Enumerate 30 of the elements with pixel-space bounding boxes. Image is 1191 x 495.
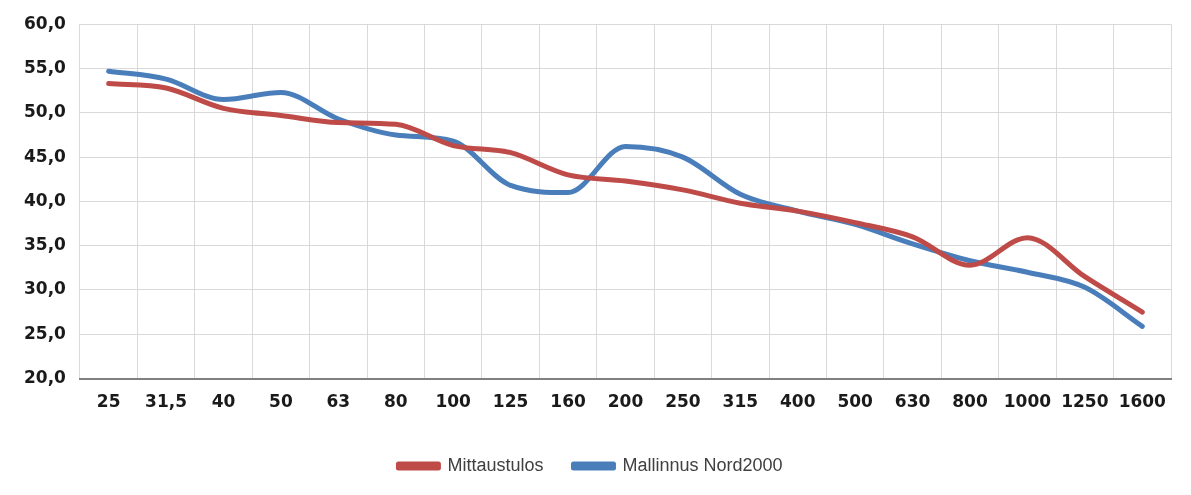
x-tick-label: 100 [435,391,472,412]
x-tick-label: 25 [96,391,121,412]
x-tick-label: 160 [550,391,586,412]
x-tick-label: 250 [665,391,701,412]
y-tick-label: 30,0 [23,278,67,299]
x-tick-label: 1000 [1003,391,1052,412]
x-tick-label: 125 [492,391,529,412]
x-tick-label: 500 [837,391,874,412]
legend-label: Mallinnus Nord2000 [622,454,783,475]
x-tick-label: 630 [894,391,931,412]
y-tick-label: 60,0 [23,12,67,33]
y-tick-label: 35,0 [23,234,67,255]
x-tick-label: 1600 [1118,391,1167,412]
y-tick-label: 25,0 [23,322,67,343]
y-tick-label: 20,0 [23,367,67,388]
y-tick-label: 40,0 [23,189,67,210]
y-tick-label: 55,0 [23,56,67,77]
legend-label: Mittaustulos [447,454,544,475]
x-tick-label: 63 [326,391,351,412]
x-tick-label: 315 [722,391,759,412]
x-tick-label: 400 [779,391,816,412]
x-tick-label: 50 [269,391,293,412]
y-tick-label: 50,0 [23,101,67,122]
x-tick-label: 40 [211,391,236,412]
x-tick-label: 80 [383,391,408,412]
x-tick-label: 800 [952,391,988,412]
x-tick-label: 31,5 [145,391,188,412]
x-tick-label: 200 [607,391,644,412]
x-tick-label: 1250 [1061,391,1109,412]
y-tick-label: 45,0 [23,145,67,166]
